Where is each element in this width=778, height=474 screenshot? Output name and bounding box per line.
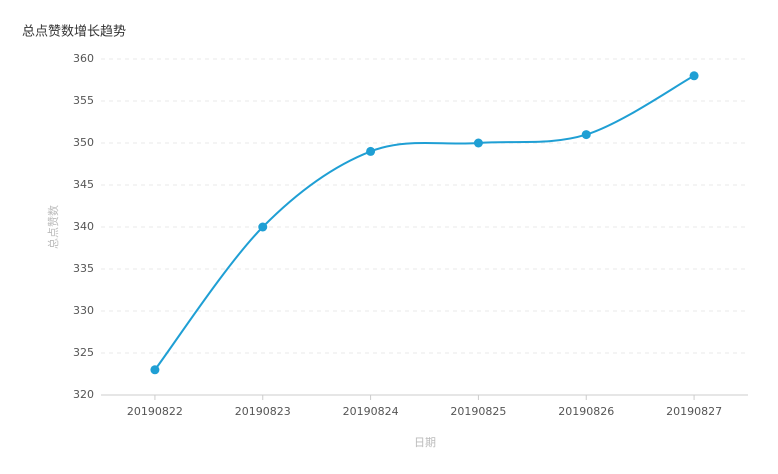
y-tick-label: 340 (73, 220, 94, 233)
y-axis-title: 总点赞数 (46, 205, 60, 249)
point (258, 222, 268, 232)
x-axis-title: 日期 (414, 436, 436, 449)
chart-title: 总点赞数增长趋势 (22, 24, 126, 40)
point (689, 71, 699, 81)
y-tick-label: 325 (73, 346, 94, 359)
line (154, 74, 695, 371)
x-tick-label: 20190826 (558, 405, 614, 418)
y-tick-label: 320 (73, 388, 94, 401)
y-tick-label: 330 (73, 304, 94, 317)
x-tick-label: 20190822 (127, 405, 183, 418)
point (150, 365, 160, 375)
y-tick-label: 335 (73, 262, 94, 275)
y-tick-label: 345 (73, 178, 94, 191)
y-tick-label: 350 (73, 136, 94, 149)
point (366, 146, 376, 156)
point (473, 138, 483, 148)
y-tick-label: 355 (73, 94, 94, 107)
x-tick-label: 20190827 (666, 405, 722, 418)
x-tick-label: 20190823 (235, 405, 291, 418)
x-tick-label: 20190825 (450, 405, 506, 418)
point (581, 130, 591, 140)
y-tick-label: 360 (73, 52, 94, 65)
x-tick-label: 20190824 (343, 405, 399, 418)
